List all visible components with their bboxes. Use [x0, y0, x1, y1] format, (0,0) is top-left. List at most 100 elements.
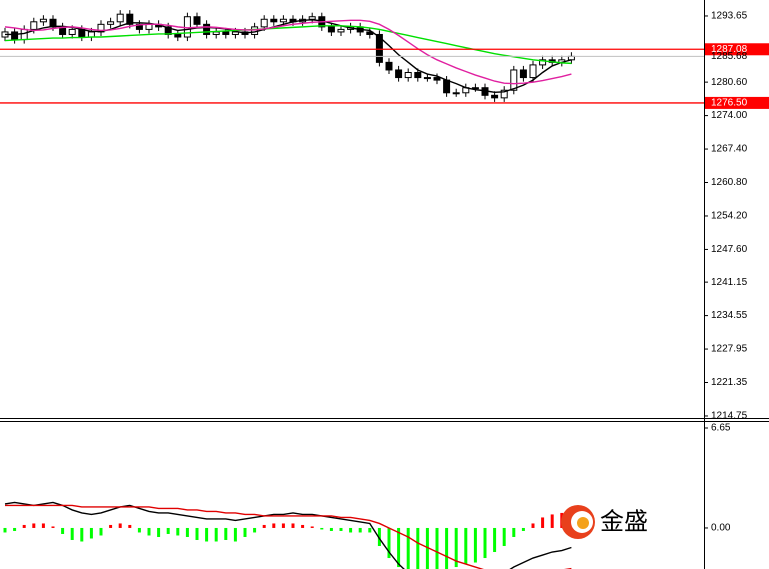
candle-body	[174, 33, 182, 38]
candle-body	[308, 16, 316, 20]
histogram-bar	[550, 514, 554, 528]
candle-body	[375, 33, 383, 63]
candle-body	[30, 21, 38, 30]
histogram-bar	[310, 526, 314, 528]
histogram-bar	[512, 527, 516, 537]
histogram-bar	[157, 527, 161, 537]
histogram-bar	[22, 524, 26, 528]
histogram-bar	[368, 527, 372, 533]
watermark-text: 金盛	[600, 508, 648, 535]
y-tick-label: 1254.20	[711, 211, 748, 222]
histogram-bar	[416, 527, 420, 569]
price-pane	[0, 10, 704, 104]
indicator-line	[4, 19, 572, 85]
candle-body	[404, 71, 412, 79]
histogram-bar	[166, 527, 170, 534]
histogram-bar	[118, 523, 122, 528]
candle-body	[203, 23, 211, 35]
axes: 1293.65 1280.60 1274.00 1267.40 1260.80 1254.…	[704, 11, 769, 534]
histogram-bar	[51, 526, 55, 528]
indicator-line	[4, 25, 572, 65]
histogram-bar	[128, 524, 132, 528]
level-label-bg	[705, 43, 769, 56]
last-price-label: 1285.68	[711, 51, 748, 62]
level-label-bg	[705, 96, 769, 109]
y-tick-label: 1293.65	[711, 11, 748, 22]
histogram-bar	[3, 527, 7, 533]
histogram-bar	[445, 527, 449, 569]
histogram-bar	[137, 527, 141, 533]
y-tick-label: 1227.95	[711, 344, 748, 355]
y-tick-label: 1274.00	[711, 110, 748, 121]
histogram-bar	[502, 527, 506, 547]
candle-body	[443, 79, 451, 94]
indicator-line	[4, 501, 572, 569]
candle-body	[270, 18, 278, 23]
histogram-bar	[32, 523, 36, 528]
candle-body	[385, 61, 393, 71]
histogram-bar	[473, 527, 477, 563]
level-label: 1287.08	[711, 44, 748, 55]
candle-body	[539, 59, 547, 66]
y-tick-label: 6.65	[711, 423, 731, 434]
histogram-bar	[358, 527, 362, 533]
candle-body	[20, 28, 28, 41]
candle-body	[68, 28, 76, 35]
candle-body	[11, 31, 19, 41]
histogram-bar	[281, 523, 285, 528]
histogram-bar	[320, 527, 324, 530]
histogram-bar	[406, 527, 410, 569]
candle-body	[423, 77, 431, 80]
y-tick-label: 1267.40	[711, 144, 748, 155]
candle-body	[500, 89, 508, 99]
candle-body	[327, 26, 335, 33]
histogram-bar	[61, 527, 65, 534]
histogram-bar	[233, 527, 237, 542]
y-tick-label: 0.00	[711, 523, 731, 534]
histogram-bar	[435, 527, 439, 569]
y-tick-label: 1234.55	[711, 310, 748, 321]
candle-body	[452, 92, 460, 95]
indicator-line	[5, 504, 572, 569]
level-label: 1276.50	[711, 98, 748, 109]
histogram-bar	[464, 527, 468, 565]
candle-body	[183, 16, 191, 38]
histogram-bar	[531, 523, 535, 528]
candle-body	[337, 28, 345, 33]
histogram-bar	[243, 527, 247, 537]
candle-body	[491, 94, 499, 99]
histogram-bar	[176, 527, 180, 536]
histogram-bar	[41, 523, 45, 528]
candle-body	[116, 13, 124, 23]
histogram-bar	[425, 527, 429, 569]
y-tick-label: 1260.80	[711, 177, 748, 188]
histogram-bar	[13, 527, 17, 531]
histogram-bar	[214, 527, 218, 542]
y-tick-label: 1280.60	[711, 77, 748, 88]
histogram-bar	[109, 524, 113, 528]
y-tick-label: 1247.60	[711, 244, 748, 255]
histogram-bar	[291, 523, 295, 528]
histogram-bar	[253, 527, 257, 533]
candle-body	[126, 13, 134, 25]
histogram-bar	[483, 527, 487, 559]
candle-body	[471, 87, 479, 90]
histogram-bar	[80, 527, 84, 542]
candle-body	[193, 16, 201, 25]
histogram-bar	[377, 527, 381, 547]
histogram-bar	[89, 527, 93, 539]
histogram-bar	[70, 527, 74, 540]
candle-body	[212, 31, 220, 35]
candle-body	[107, 21, 115, 25]
indicator-line	[5, 19, 572, 93]
histogram-bar	[99, 527, 103, 536]
histogram-bar	[301, 524, 305, 528]
y-tick-label: 1221.35	[711, 377, 748, 388]
histogram-bar	[147, 527, 151, 536]
candle-body	[87, 31, 95, 38]
histogram-bar	[272, 523, 276, 528]
candle-body	[510, 69, 518, 91]
histogram-bar	[262, 524, 266, 528]
candle-body	[279, 18, 287, 23]
